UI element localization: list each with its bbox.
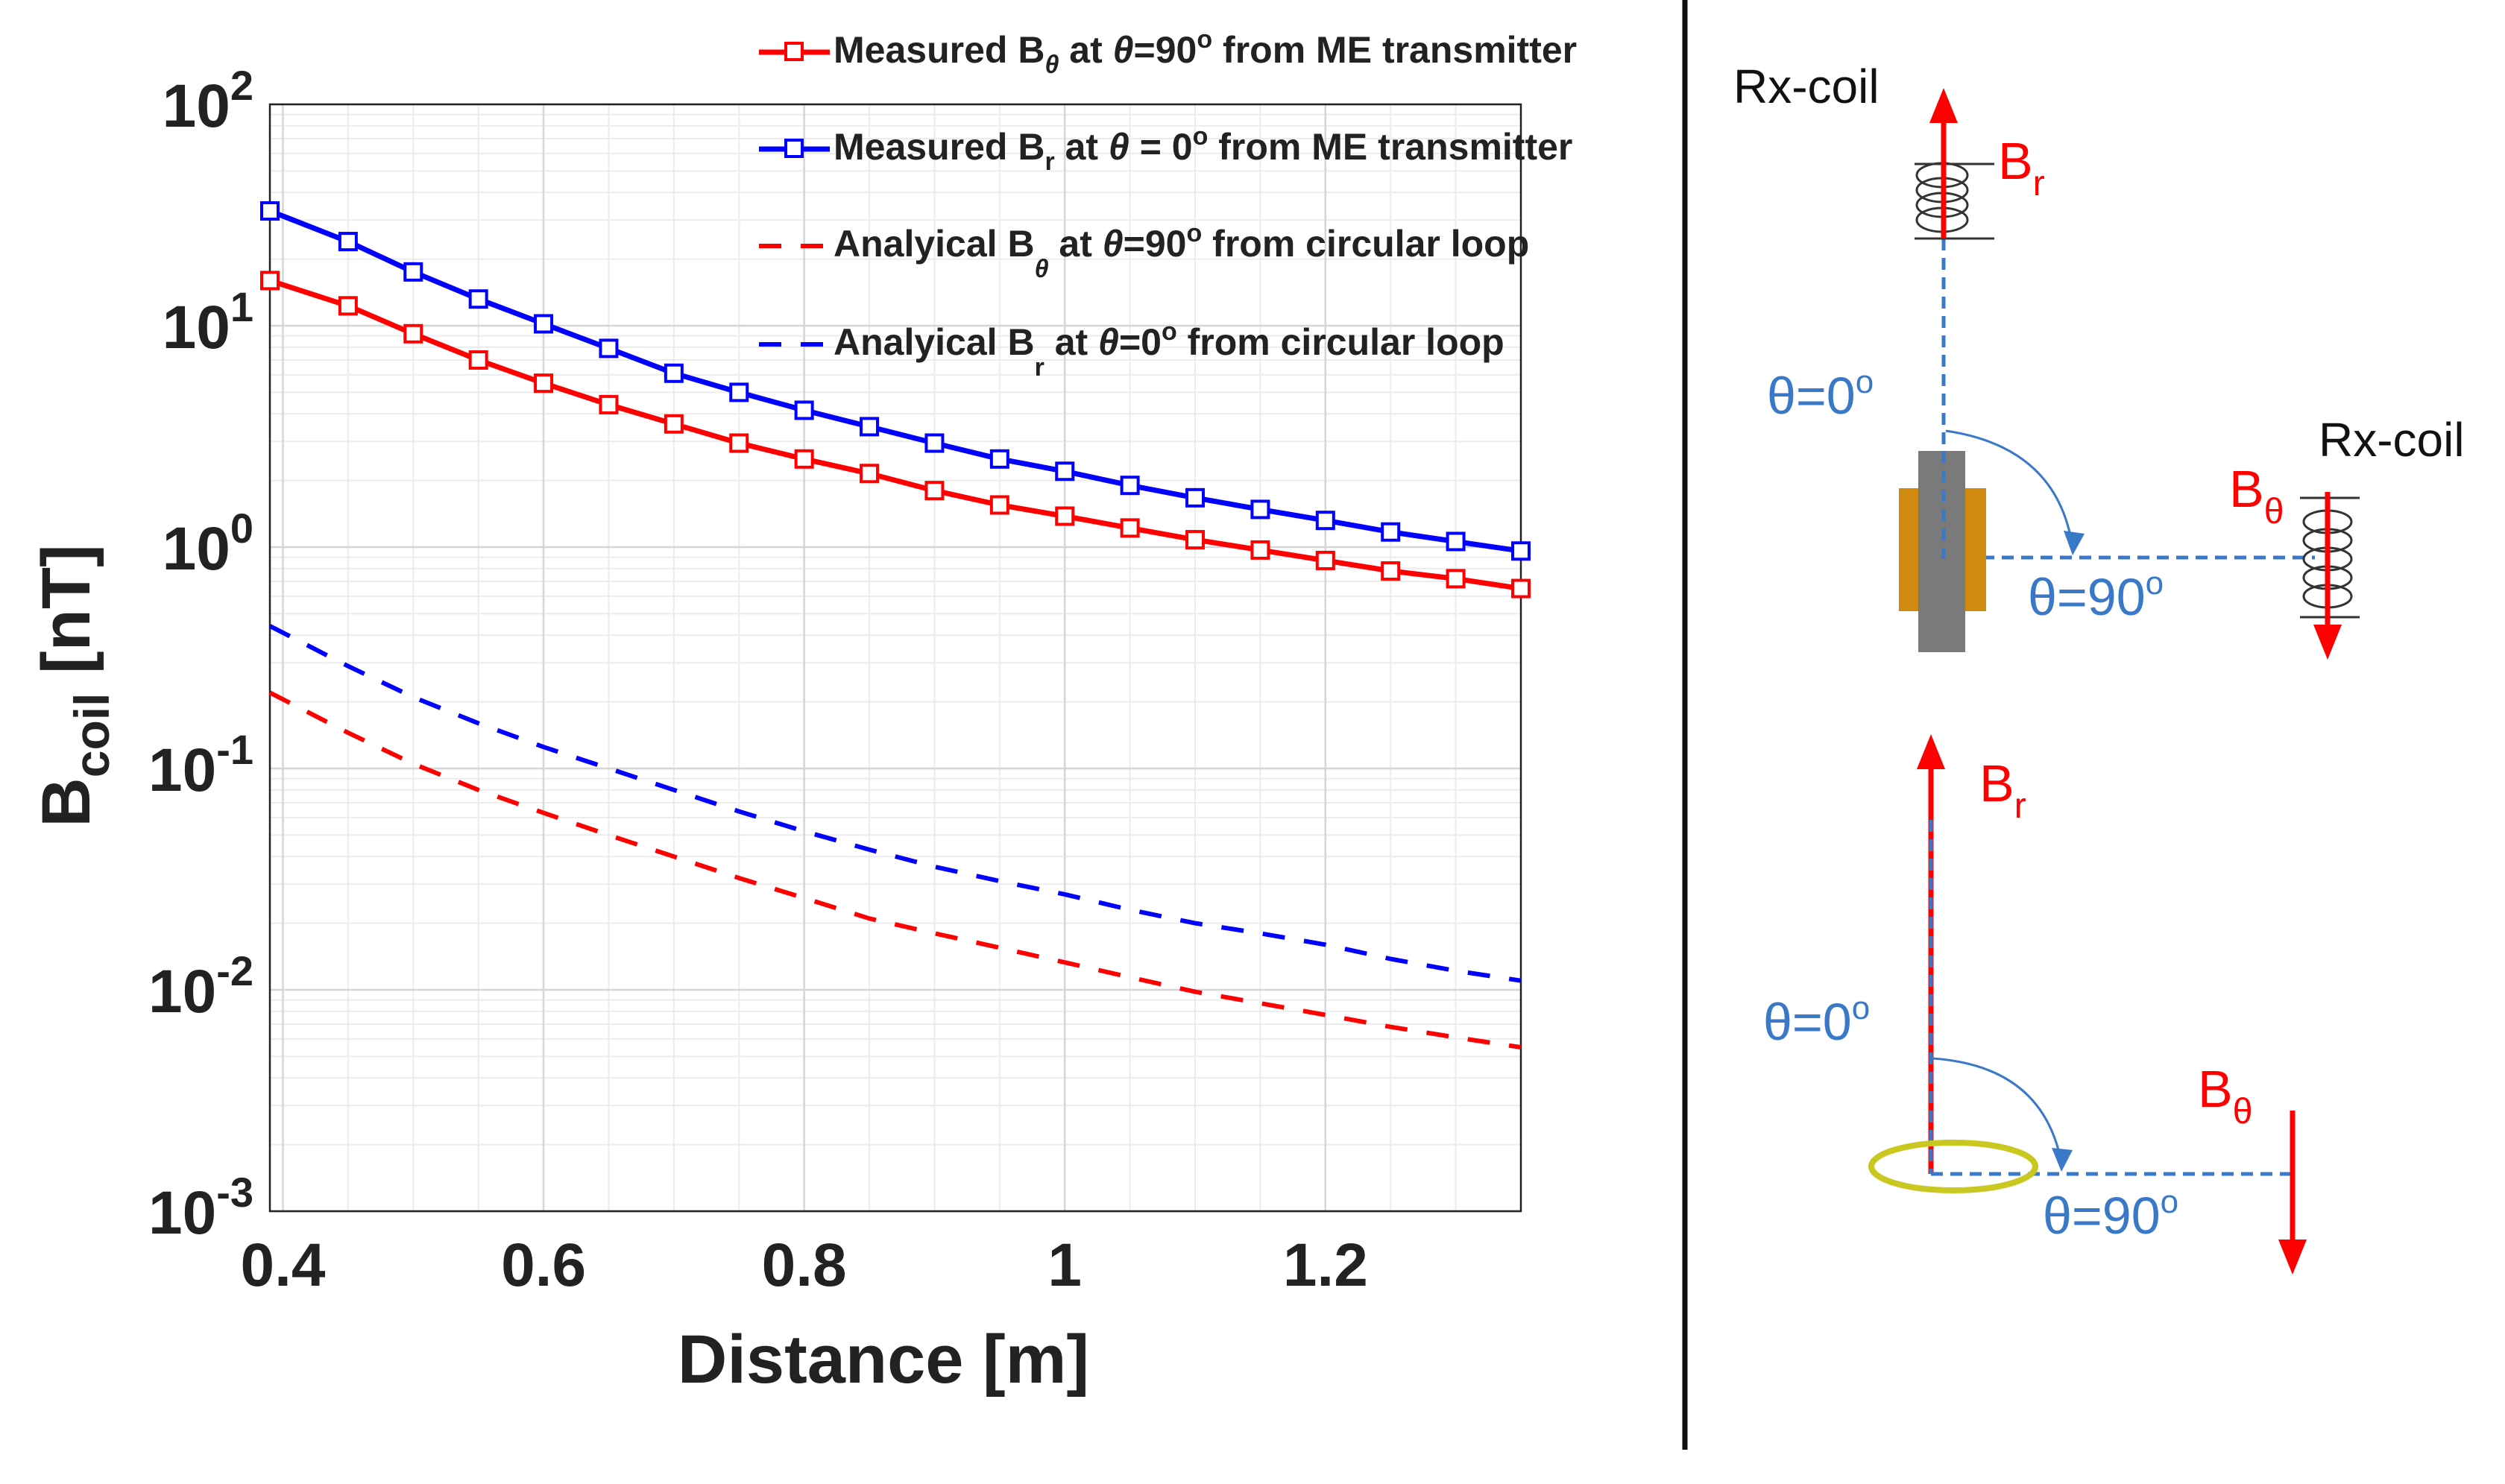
theta0-label-top: θ=0o xyxy=(1767,364,1874,425)
data-point-marker xyxy=(794,449,814,469)
data-point-marker xyxy=(338,296,358,316)
data-point-marker xyxy=(664,414,684,434)
theta-arc-top xyxy=(1945,429,2074,549)
data-point-marker xyxy=(1055,506,1075,526)
series-line-2 xyxy=(268,690,1522,1050)
legend-text-analytical-btheta: Analyical Bθ at θ=90o from circular loop xyxy=(834,219,1529,283)
data-point-marker xyxy=(260,201,280,221)
x-tick-label: 0.4 xyxy=(240,1231,325,1299)
legend-entry-analytical-btheta: Analyical Bθ at θ=90o from circular loop xyxy=(759,219,1529,283)
rx-coil-top-label: Rx-coil xyxy=(1733,60,1879,113)
data-point-marker xyxy=(729,382,749,402)
data-point-marker xyxy=(1315,550,1335,570)
y-tick-label: 10-1 xyxy=(148,726,253,804)
br-arrowhead-top xyxy=(1929,88,1958,123)
data-point-marker xyxy=(260,271,280,291)
circular-loop xyxy=(1868,1140,2038,1193)
data-point-marker xyxy=(1250,540,1270,560)
data-point-marker xyxy=(1446,531,1466,552)
diagram-me-transmitter: Rx-coil Br θ=0o θ=90o Rx-coil B xyxy=(1733,60,2465,660)
data-point-marker xyxy=(534,314,554,334)
series-layer xyxy=(260,201,1531,1050)
plot-frame xyxy=(268,103,1522,1213)
y-tick-label: 10-2 xyxy=(148,947,253,1026)
theta-arc-bottom xyxy=(1932,1057,2063,1163)
minor-grid xyxy=(270,104,1522,1211)
y-tick-label: 101 xyxy=(163,283,253,361)
rx-coil-top-icon xyxy=(1915,162,1994,240)
br-label-top: Br xyxy=(1998,132,2045,203)
data-point-marker xyxy=(729,433,749,453)
x-tick-label: 1 xyxy=(1047,1231,1082,1299)
major-grid xyxy=(270,103,1521,1213)
data-point-marker xyxy=(860,464,880,484)
series-line-1 xyxy=(268,208,1522,554)
data-point-marker xyxy=(1120,476,1140,496)
data-point-marker xyxy=(1315,511,1335,531)
theta-arc-arrowhead-bottom xyxy=(2052,1148,2073,1172)
data-point-marker xyxy=(468,289,488,309)
data-point-marker xyxy=(989,495,1009,515)
legend-text-measured-btheta: Measured Bθ at θ=90o from ME transmitter xyxy=(834,25,1577,79)
data-point-marker xyxy=(403,262,423,282)
br-label-bottom: Br xyxy=(1979,754,2026,826)
data-point-marker xyxy=(534,373,554,394)
data-point-marker xyxy=(1055,461,1075,481)
theta90-label-top: θ=90o xyxy=(2028,565,2164,626)
data-point-marker xyxy=(468,350,488,370)
data-point-marker xyxy=(599,394,619,414)
rx-coil-right-label: Rx-coil xyxy=(2319,413,2465,467)
data-point-marker xyxy=(1185,530,1206,550)
data-point-marker xyxy=(664,363,684,383)
legend-marker-measured-btheta xyxy=(784,42,804,61)
legend: Measured Bθ at θ=90o from ME transmitter… xyxy=(759,25,1577,382)
data-point-marker xyxy=(1120,518,1140,538)
y-axis-label: Bcoil [nT] xyxy=(28,544,119,827)
btheta-arrowhead-top xyxy=(2313,625,2342,660)
series-line-0 xyxy=(268,278,1522,592)
x-tick-label: 0.6 xyxy=(501,1231,586,1299)
data-point-marker xyxy=(599,338,619,359)
legend-entry-analytical-br: Analyical Br at θ=0o from circular loop xyxy=(759,318,1504,382)
diagram-circular-loop: Br θ=0o θ=90o Bθ xyxy=(1763,734,2307,1275)
legend-marker-measured-br xyxy=(784,139,804,158)
theta90-label-bottom: θ=90o xyxy=(2043,1184,2178,1245)
x-axis-label: Distance [m] xyxy=(678,1322,1089,1398)
chart: 102 101 100 10-1 10-2 10-30.4 0.6 0.8 1 1.2 Dista… xyxy=(28,25,1577,1398)
btheta-label-top: Bθ xyxy=(2229,460,2284,531)
btheta-label-bottom: Bθ xyxy=(2198,1060,2252,1131)
tick-layer: 102 101 100 10-1 10-2 10-30.4 0.6 0.8 1 1.2 xyxy=(148,62,1368,1299)
btheta-arrowhead-bottom xyxy=(2278,1240,2307,1275)
x-tick-label: 1.2 xyxy=(1283,1231,1368,1299)
data-point-marker xyxy=(989,449,1009,469)
data-point-marker xyxy=(1250,499,1270,520)
data-point-marker xyxy=(794,400,814,420)
y-tick-label: 10-3 xyxy=(148,1169,253,1247)
data-point-marker xyxy=(924,433,945,453)
legend-entry-measured-btheta: Measured Bθ at θ=90o from ME transmitter xyxy=(759,25,1577,79)
data-point-marker xyxy=(924,481,945,501)
data-point-marker xyxy=(1511,578,1531,599)
data-point-marker xyxy=(403,323,423,344)
theta-arc-arrowhead-top xyxy=(2064,531,2085,555)
data-point-marker xyxy=(1446,569,1466,589)
legend-text-measured-br: Measured Br at θ = 0o from ME transmitte… xyxy=(834,122,1572,176)
br-arrowhead-bottom xyxy=(1917,734,1945,769)
theta0-label-bottom: θ=0o xyxy=(1763,990,1870,1051)
data-point-marker xyxy=(1185,487,1206,508)
data-point-marker xyxy=(1511,541,1531,561)
series-line-3 xyxy=(268,624,1522,983)
y-tick-label: 102 xyxy=(163,62,253,140)
data-point-marker xyxy=(860,417,880,437)
legend-entry-measured-br: Measured Br at θ = 0o from ME transmitte… xyxy=(759,122,1572,176)
data-point-marker xyxy=(1381,561,1401,581)
data-point-marker xyxy=(1381,522,1401,542)
y-tick-label: 100 xyxy=(163,505,253,583)
legend-text-analytical-br: Analyical Br at θ=0o from circular loop xyxy=(834,318,1504,382)
data-point-marker xyxy=(338,232,358,252)
x-tick-label: 0.8 xyxy=(762,1231,847,1299)
